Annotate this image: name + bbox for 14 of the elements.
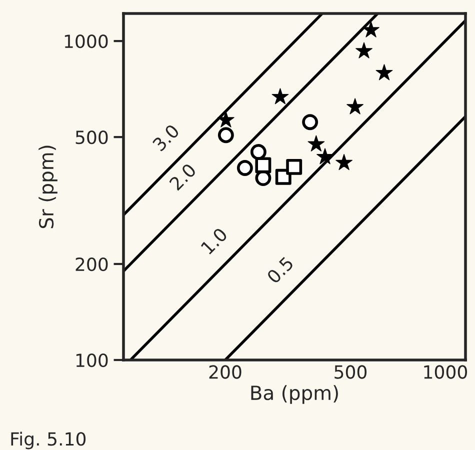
- caption: Fig. 5.10: [11, 432, 86, 450]
- text: 0.5: [266, 256, 294, 284]
- x-axis-title: Ba (ppm): [251, 385, 338, 404]
- y-tick-label: 1000: [64, 34, 108, 48]
- y-tick-label: 200: [76, 257, 108, 272]
- x-tick-label: 500: [334, 365, 367, 379]
- text: 2.0: [168, 162, 197, 191]
- y-tick-label: 500: [76, 130, 108, 144]
- text: 1.0: [200, 227, 228, 255]
- text: 3.0: [152, 124, 180, 152]
- x-tick-label: 1000: [424, 365, 467, 379]
- y-axis-title: Sr (ppm): [38, 146, 58, 228]
- y-tick-label: 100: [76, 353, 108, 368]
- x-tick-label: 200: [209, 365, 242, 379]
